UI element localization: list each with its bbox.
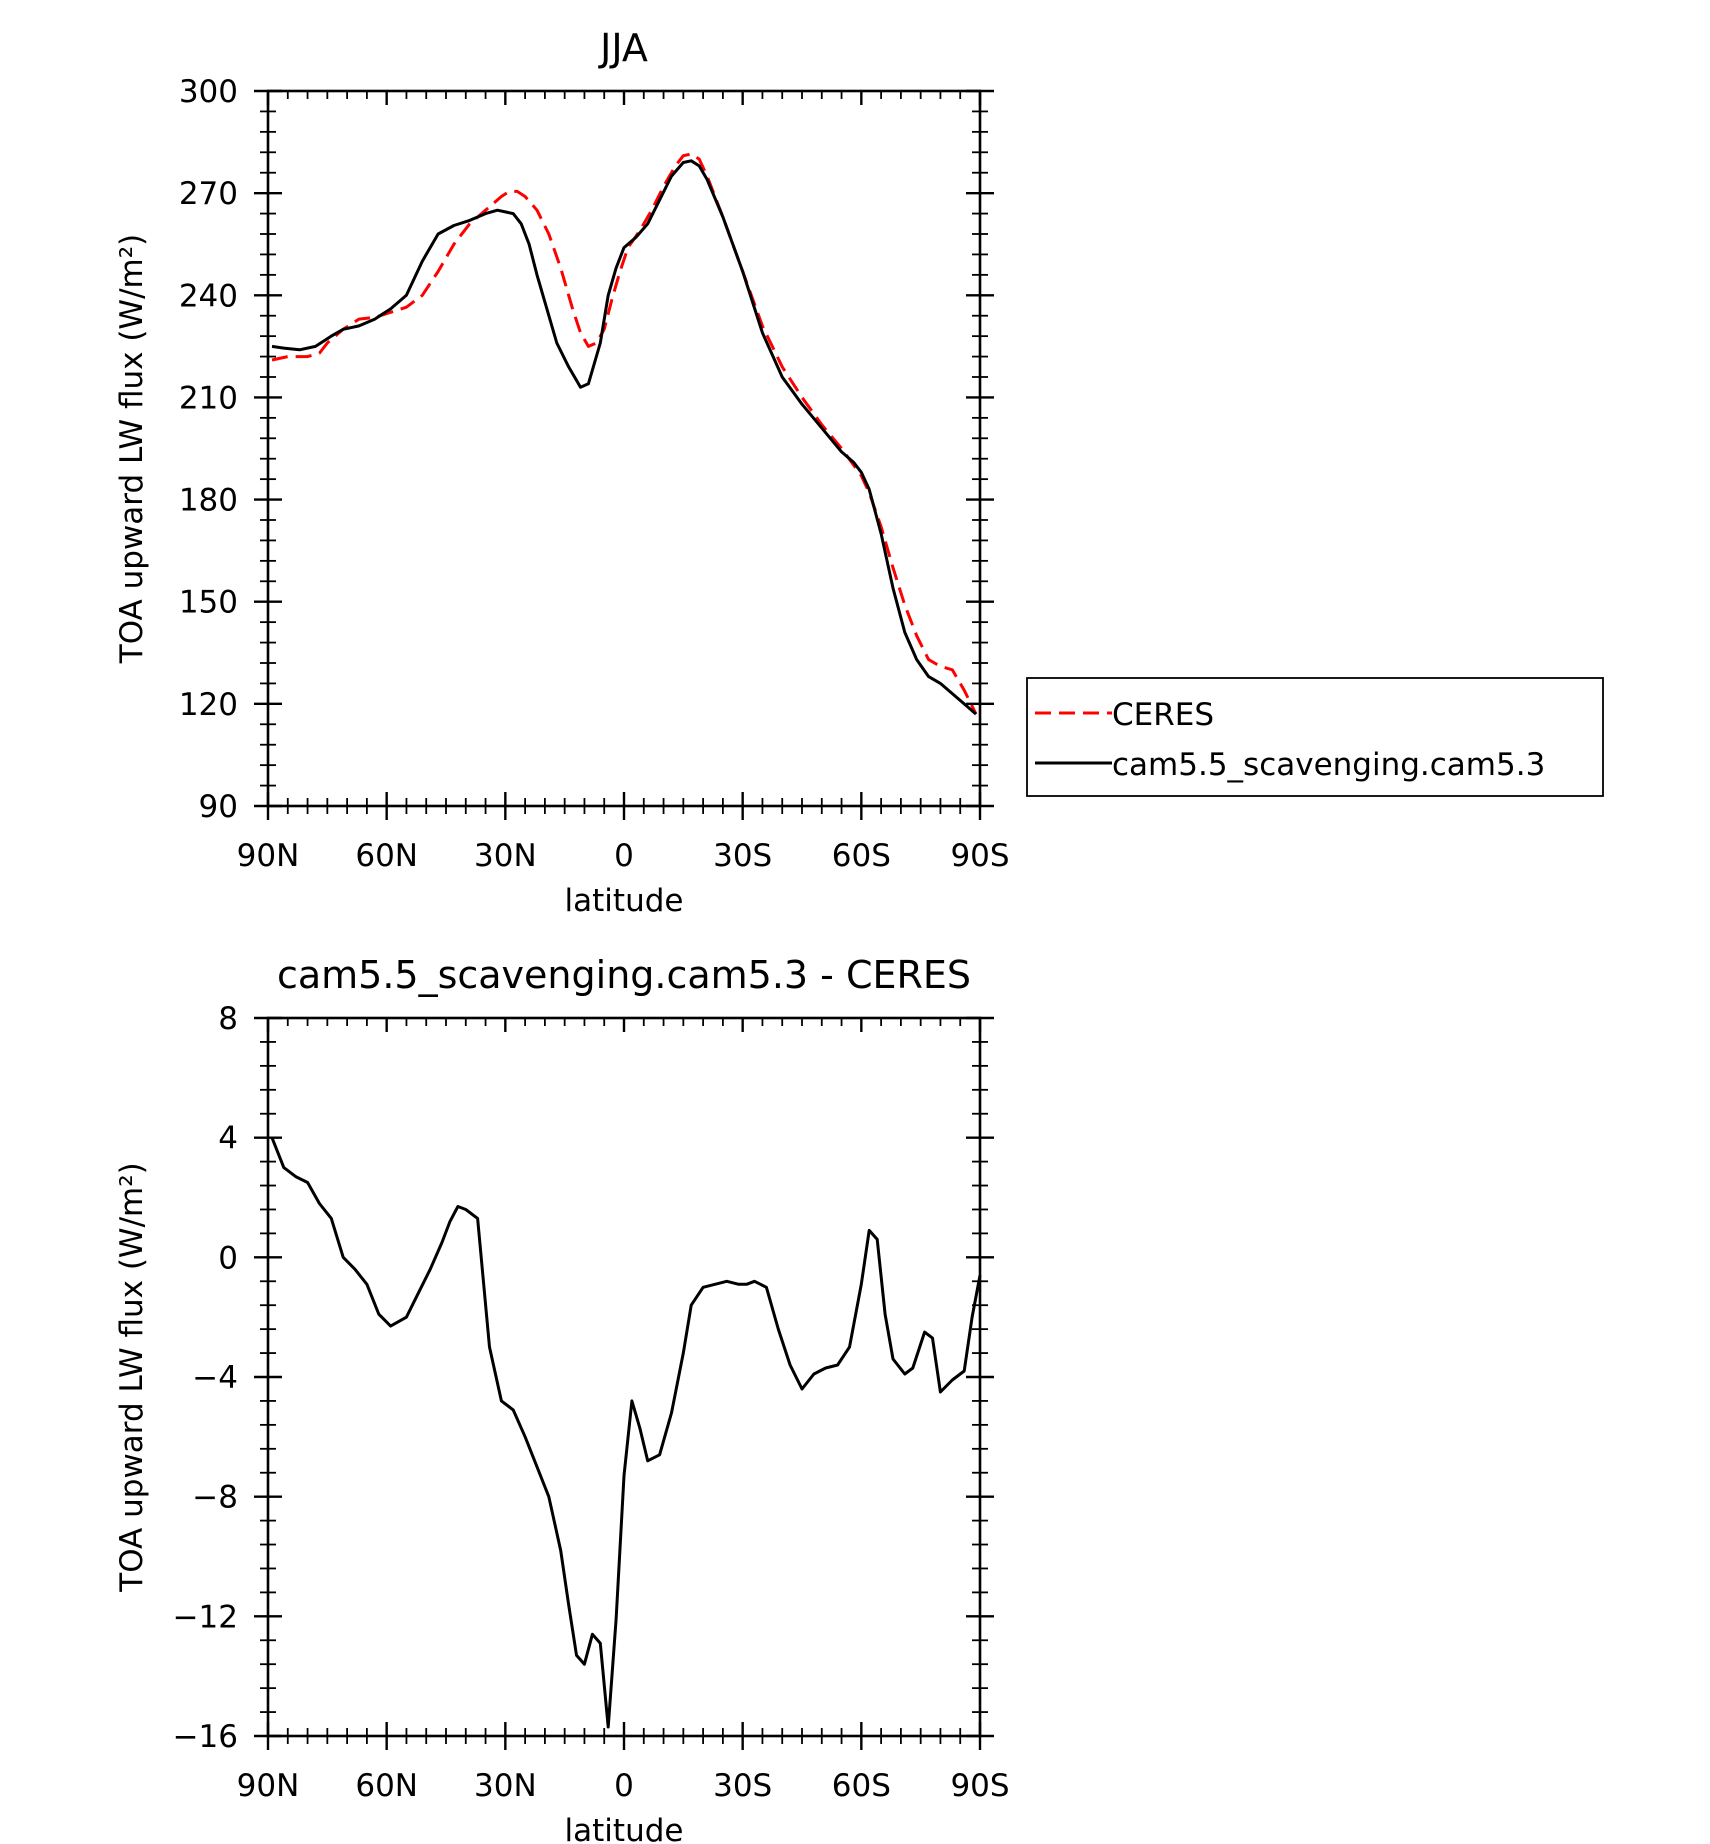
series-line-0 — [271, 152, 978, 715]
x-tick-label: 90N — [237, 1768, 300, 1804]
y-tick-label: 120 — [179, 687, 238, 723]
x-tick-label: 30S — [713, 838, 772, 874]
top-panel-jja: JJA 90N 60N 30N 0 30S 60S 90S 90 120 150 180 210 240 2… — [114, 26, 1604, 919]
x-tick-label: 60N — [355, 1768, 418, 1804]
series-line-1 — [271, 159, 977, 716]
y-tick-label: 90 — [199, 789, 238, 825]
y-tick-label: 180 — [179, 483, 238, 519]
y-tick-label: 300 — [179, 74, 238, 110]
x-tick-label: 30N — [474, 1768, 537, 1804]
y-axis-label: TOA upward LW flux (W/m²) — [114, 1162, 150, 1592]
x-tick-label: 60S — [832, 1768, 891, 1804]
y-tick-label: −4 — [192, 1360, 238, 1396]
x-tick-label: 0 — [614, 1768, 634, 1804]
y-tick-label: 150 — [179, 585, 238, 621]
x-tick-label: 30S — [713, 1768, 772, 1804]
legend-label-1: cam5.5_scavenging.cam5.3 — [1112, 747, 1545, 783]
y-tick-label: 270 — [179, 176, 238, 212]
chart-title: cam5.5_scavenging.cam5.3 - CERES — [277, 953, 971, 997]
x-axis-label: latitude — [565, 1813, 684, 1844]
x-tick-label: 0 — [614, 838, 634, 874]
chart-title: JJA — [598, 26, 648, 70]
legend-box — [1026, 677, 1604, 797]
x-tick-label: 60N — [355, 838, 418, 874]
plot-frame — [266, 1016, 982, 1738]
y-tick-label: 210 — [179, 380, 238, 416]
x-tick-label: 90S — [950, 838, 1009, 874]
plot-frame — [266, 89, 982, 808]
y-tick-label: 8 — [218, 1001, 238, 1037]
x-tick-label: 30N — [474, 838, 537, 874]
y-tick-label: −8 — [192, 1480, 238, 1516]
legend-label-0: CERES — [1112, 697, 1214, 733]
x-axis-label: latitude — [565, 883, 684, 919]
x-tick-label: 60S — [832, 838, 891, 874]
x-tick-label: 90S — [950, 1768, 1009, 1804]
y-tick-label: 0 — [218, 1240, 238, 1276]
series-line-0 — [270, 1137, 982, 1729]
y-tick-label: −16 — [173, 1719, 238, 1755]
x-tick-label: 90N — [237, 838, 300, 874]
bottom-panel-difference: cam5.5_scavenging.cam5.3 - CERES 90N 60N 30… — [114, 953, 1010, 1844]
y-tick-label: 4 — [218, 1121, 238, 1157]
y-tick-label: 240 — [179, 278, 238, 314]
y-axis-label: TOA upward LW flux (W/m²) — [114, 234, 150, 664]
y-tick-label: −12 — [173, 1599, 238, 1635]
